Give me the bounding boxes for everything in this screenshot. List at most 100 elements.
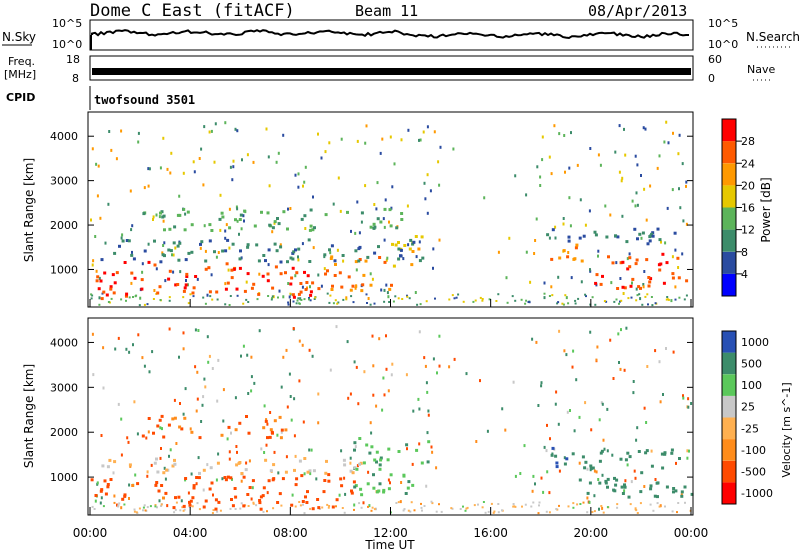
power-scatter-echo: [660, 240, 662, 244]
velocity-band-echo: [375, 450, 379, 454]
velocity-band-echo: [640, 471, 644, 475]
power-colorbar-swatch: [722, 185, 736, 208]
power-ground-echo: [107, 301, 110, 303]
velocity-band-echo: [615, 478, 619, 482]
velocity-scatter-echo: [598, 507, 600, 511]
velocity-scatter-echo: [504, 428, 507, 432]
velocity-band-echo: [377, 489, 381, 493]
power-band-echo: [658, 268, 662, 272]
power-scatter-echo: [213, 160, 216, 164]
velocity-band-echo: [589, 467, 593, 471]
velocity-band-echo: [106, 483, 110, 486]
power-ground-echo: [654, 302, 657, 305]
power-ground-echo: [562, 303, 565, 306]
velocity-scatter-echo: [226, 437, 229, 441]
power-band-echo: [140, 287, 144, 291]
velocity-scatter-echo: [546, 470, 549, 474]
velocity-scatter-echo: [168, 454, 170, 458]
power-band-echo: [546, 233, 550, 237]
velocity-band-echo: [382, 488, 386, 492]
velocity-scatter-echo: [565, 353, 568, 357]
velocity-scatter-echo: [285, 348, 288, 352]
power-scatter-echo: [354, 231, 357, 235]
velocity-band-echo: [162, 496, 165, 500]
power-band-echo: [96, 275, 100, 279]
power-ground-echo: [394, 295, 397, 298]
velocity-ground-echo: [514, 505, 517, 508]
power-band-echo: [309, 290, 313, 294]
power-band-echo: [305, 281, 309, 284]
velocity-ground-echo: [420, 506, 423, 509]
power-ground-echo: [292, 300, 295, 303]
power-band-echo: [172, 241, 176, 245]
velocity-band-echo: [653, 494, 657, 498]
power-scatter-echo: [541, 158, 544, 162]
velocity-scatter-echo: [686, 456, 689, 460]
velocity-scatter-echo: [362, 501, 365, 505]
power-band-echo: [311, 228, 315, 232]
velocity-scatter-echo: [633, 469, 636, 473]
power-band-echo: [648, 239, 652, 243]
velocity-band-echo: [372, 486, 376, 490]
power-band-echo: [309, 293, 313, 297]
velocity-band-echo: [606, 485, 609, 489]
velocity-scatter-echo: [643, 485, 646, 488]
velocity-band-echo: [220, 433, 224, 437]
power-scatter-echo: [152, 218, 154, 221]
power-ground-echo: [685, 294, 688, 297]
power-scatter-echo: [685, 184, 687, 188]
velocity-scatter-echo: [593, 469, 596, 473]
power-band-echo: [389, 224, 393, 228]
power-band-echo: [267, 248, 271, 252]
velocity-ground-echo: [321, 506, 324, 509]
velocity-band-echo: [670, 448, 674, 452]
power-band-echo: [311, 281, 315, 285]
power-scatter-echo: [621, 214, 624, 218]
velocity-scatter-echo: [266, 422, 269, 426]
velocity-band-echo: [223, 476, 227, 479]
velocity-band-echo: [690, 492, 694, 496]
power-band-echo: [397, 241, 400, 244]
velocity-scatter-echo: [132, 343, 134, 347]
velocity-ground-echo: [335, 505, 337, 508]
velocity-scatter-echo: [282, 355, 285, 359]
velocity-band-echo: [327, 473, 331, 477]
power-scatter-echo: [663, 140, 666, 144]
power-scatter-echo: [323, 267, 326, 271]
power-ground-echo: [451, 294, 454, 297]
velocity-scatter-echo: [301, 343, 304, 347]
velocity-band-echo: [351, 471, 355, 475]
power-scatter-echo: [320, 284, 323, 288]
velocity-scatter-echo: [202, 488, 205, 492]
velocity-band-echo: [680, 494, 684, 498]
velocity-ground-echo: [684, 501, 686, 504]
velocity-scatter-echo: [363, 370, 366, 374]
velocity-scatter-echo: [146, 470, 149, 474]
power-band-echo: [168, 227, 172, 231]
velocity-scatter-echo: [682, 396, 685, 400]
velocity-band-echo: [355, 467, 359, 471]
velocity-scatter-echo: [566, 410, 569, 414]
power-band-echo: [303, 270, 306, 274]
power-band-echo: [388, 208, 392, 212]
velocity-scatter-echo: [436, 371, 438, 375]
velocity-band-echo: [204, 499, 208, 503]
power-ground-echo: [352, 301, 355, 304]
velocity-scatter-echo: [682, 394, 684, 398]
velocity-scatter-echo: [292, 327, 295, 330]
velocity-colorbar-frame: [721, 330, 737, 505]
x-tick-label: 20:00: [574, 526, 609, 540]
power-scatter-echo: [365, 124, 368, 128]
velocity-scatter-echo: [335, 325, 338, 329]
velocity-ground-echo: [629, 503, 632, 506]
velocity-ground-echo: [133, 508, 136, 511]
power-scatter-echo: [210, 273, 213, 277]
power-scatter-echo: [567, 251, 570, 254]
power-scatter-echo: [301, 285, 304, 289]
power-band-echo: [659, 262, 663, 266]
power-band-echo: [628, 265, 632, 269]
power-scatter-echo: [550, 172, 553, 176]
velocity-band-echo: [154, 483, 158, 487]
power-scatter-echo: [131, 224, 134, 228]
